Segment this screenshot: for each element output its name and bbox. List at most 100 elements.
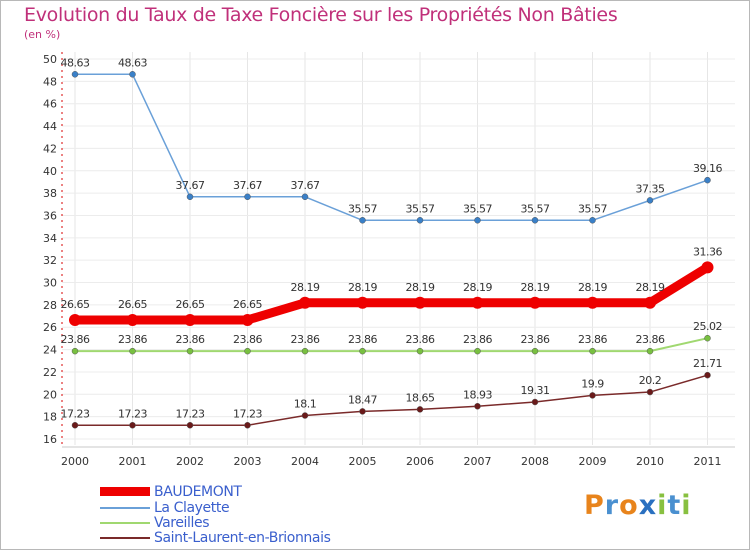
data-label: 25.02 xyxy=(693,320,722,333)
data-label: 39.16 xyxy=(693,162,722,175)
data-point xyxy=(704,176,711,184)
y-tick-label: 22 xyxy=(43,366,57,379)
x-tick-label: 2008 xyxy=(521,455,549,468)
y-tick-label: 40 xyxy=(43,165,57,178)
legend-label: Saint-Laurent-en-Brionnais xyxy=(154,530,331,546)
legend-label: BAUDEMONT xyxy=(154,484,242,500)
data-point xyxy=(646,347,654,355)
y-tick-label: 28 xyxy=(43,299,57,312)
data-point xyxy=(186,422,194,429)
data-point xyxy=(644,296,656,309)
data-label: 23.86 xyxy=(291,333,320,346)
logo-letter: i xyxy=(657,490,668,521)
data-point xyxy=(359,408,366,415)
data-point xyxy=(589,217,596,224)
data-point xyxy=(704,334,711,342)
data-point xyxy=(359,217,366,224)
plot-area xyxy=(62,52,737,447)
x-tick-label: 2011 xyxy=(694,455,722,468)
data-label: 48.63 xyxy=(118,56,147,69)
data-point xyxy=(531,398,539,406)
y-tick-label: 48 xyxy=(43,75,57,88)
data-point xyxy=(416,217,424,224)
logo-letter: x xyxy=(638,490,658,521)
data-point xyxy=(184,313,196,326)
data-label: 35.57 xyxy=(463,202,492,215)
data-point xyxy=(186,193,194,201)
data-label: 28.19 xyxy=(291,281,320,294)
data-point xyxy=(474,347,481,355)
data-point xyxy=(71,422,79,429)
y-tick-label: 50 xyxy=(43,53,57,66)
data-label: 23.86 xyxy=(463,333,492,346)
y-tick-label: 20 xyxy=(43,388,57,401)
x-tick-label: 2009 xyxy=(579,455,607,468)
series-line-vareilles xyxy=(74,337,709,353)
data-point xyxy=(129,71,136,78)
data-point xyxy=(129,422,136,429)
data-label: 37.67 xyxy=(176,179,205,192)
data-label: 28.19 xyxy=(463,281,492,294)
data-label: 20.2 xyxy=(639,374,662,387)
data-point xyxy=(301,347,309,355)
x-tick-label: 2007 xyxy=(464,455,492,468)
data-point xyxy=(126,313,139,326)
data-point xyxy=(646,388,654,396)
data-label: 35.57 xyxy=(348,202,377,215)
data-point xyxy=(301,193,309,201)
y-tick-label: 42 xyxy=(43,142,57,155)
data-point xyxy=(474,217,481,224)
y-tick-label: 26 xyxy=(43,321,57,334)
data-point xyxy=(414,296,426,309)
data-point xyxy=(244,347,251,355)
data-point xyxy=(71,347,79,355)
data-label: 26.65 xyxy=(233,298,262,311)
data-label: 31.36 xyxy=(693,245,722,258)
data-point xyxy=(589,347,596,355)
proxiti-logo: Proxiti xyxy=(584,490,692,521)
series-line-saint-laurent-en-brionnais xyxy=(74,374,709,427)
data-label: 17.23 xyxy=(118,407,147,420)
data-label: 17.23 xyxy=(233,407,262,420)
data-label: 28.19 xyxy=(406,281,435,294)
data-point xyxy=(589,392,596,399)
data-label: 23.86 xyxy=(521,333,550,346)
legend-swatch xyxy=(100,522,150,524)
data-point xyxy=(704,371,711,379)
data-point xyxy=(416,406,424,413)
data-label: 23.86 xyxy=(233,333,262,346)
logo-letter: i xyxy=(681,490,692,521)
data-point xyxy=(356,296,369,309)
data-label: 26.65 xyxy=(61,298,90,311)
legend-swatch xyxy=(100,507,150,509)
data-label: 26.65 xyxy=(118,298,147,311)
data-label: 18.93 xyxy=(463,388,492,401)
data-point xyxy=(359,347,366,355)
data-label: 18.1 xyxy=(294,398,317,411)
data-label: 37.35 xyxy=(636,182,665,195)
data-point xyxy=(129,347,136,355)
legend-label: Vareilles xyxy=(154,515,210,531)
legend-swatch xyxy=(100,487,150,496)
data-label: 35.57 xyxy=(521,202,550,215)
unit-label: (en %) xyxy=(24,28,61,41)
data-label: 26.65 xyxy=(176,298,205,311)
data-point xyxy=(646,197,654,204)
data-point xyxy=(186,347,194,355)
x-tick-label: 2010 xyxy=(636,455,664,468)
data-label: 18.65 xyxy=(406,391,435,404)
data-point xyxy=(299,296,311,309)
x-tick-label: 2001 xyxy=(119,455,147,468)
y-tick-label: 44 xyxy=(43,120,57,133)
series-line-baudemont xyxy=(70,262,712,325)
data-point xyxy=(701,261,714,274)
logo-letter: t xyxy=(667,490,682,521)
data-point xyxy=(531,347,539,355)
data-label: 48.63 xyxy=(61,56,90,69)
legend-swatch xyxy=(100,537,150,539)
y-tick-label: 34 xyxy=(43,232,57,245)
data-label: 28.19 xyxy=(348,281,377,294)
y-tick-label: 24 xyxy=(43,344,57,357)
data-point xyxy=(71,71,79,78)
